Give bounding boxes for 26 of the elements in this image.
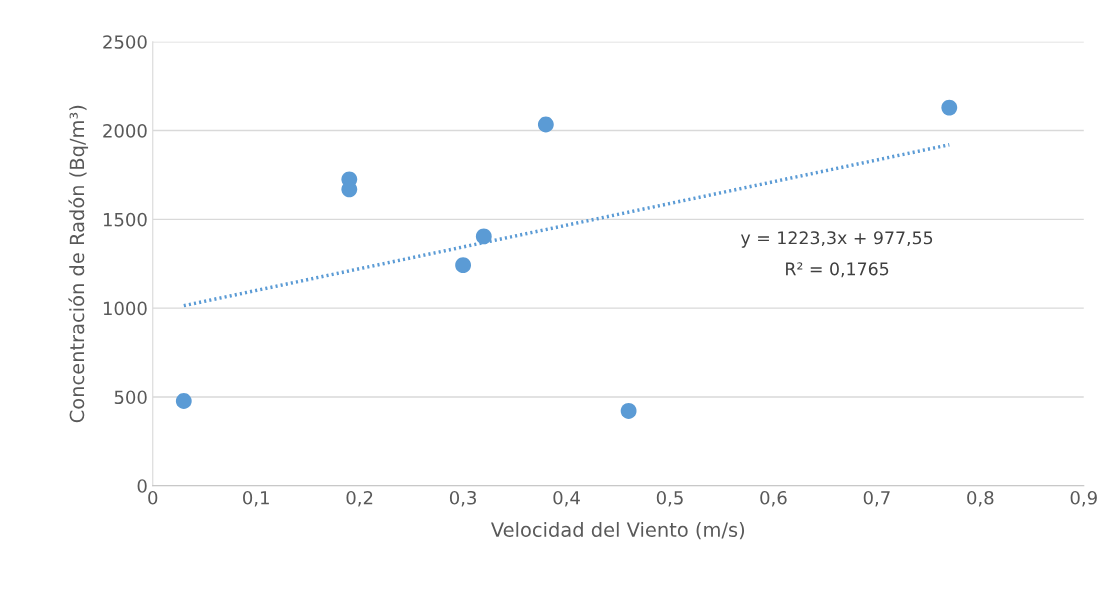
point xyxy=(175,393,192,409)
x-tick-label: 0,1 xyxy=(243,490,269,507)
y-tick-label: 1500 xyxy=(103,212,147,227)
x-tick-label: 0,6 xyxy=(760,490,787,507)
x-tick-label: 0 xyxy=(148,490,158,505)
point xyxy=(620,403,637,419)
annotation: R² = 0,1765 xyxy=(786,262,889,278)
point xyxy=(537,116,554,133)
x-tick-label: 0,8 xyxy=(967,490,994,507)
point xyxy=(941,99,958,116)
y-tick-label: 2500 xyxy=(103,35,147,49)
y-tick-label: 500 xyxy=(114,390,147,405)
x-tick-label: 0,3 xyxy=(449,490,477,507)
y-tick-label: 2000 xyxy=(103,123,147,138)
y-tick-label: 1000 xyxy=(103,301,147,316)
annotation: y = 1223,3x + 977,55 xyxy=(740,231,933,248)
point xyxy=(455,257,472,274)
x-tick-label: 0,4 xyxy=(553,490,580,507)
x-tick-label: 0,9 xyxy=(1070,490,1097,507)
x-tick-label: 0,2 xyxy=(346,490,373,507)
x-axis-title: Velocidad del Viento (m/s) xyxy=(490,521,745,540)
x-tick-label: 0,5 xyxy=(656,490,683,507)
y-axis-title: Concentración de Radón (Bq/m³) xyxy=(68,105,89,423)
y-tick-label: 0 xyxy=(137,479,147,493)
x-tick-label: 0,7 xyxy=(863,490,890,507)
point xyxy=(475,228,492,245)
